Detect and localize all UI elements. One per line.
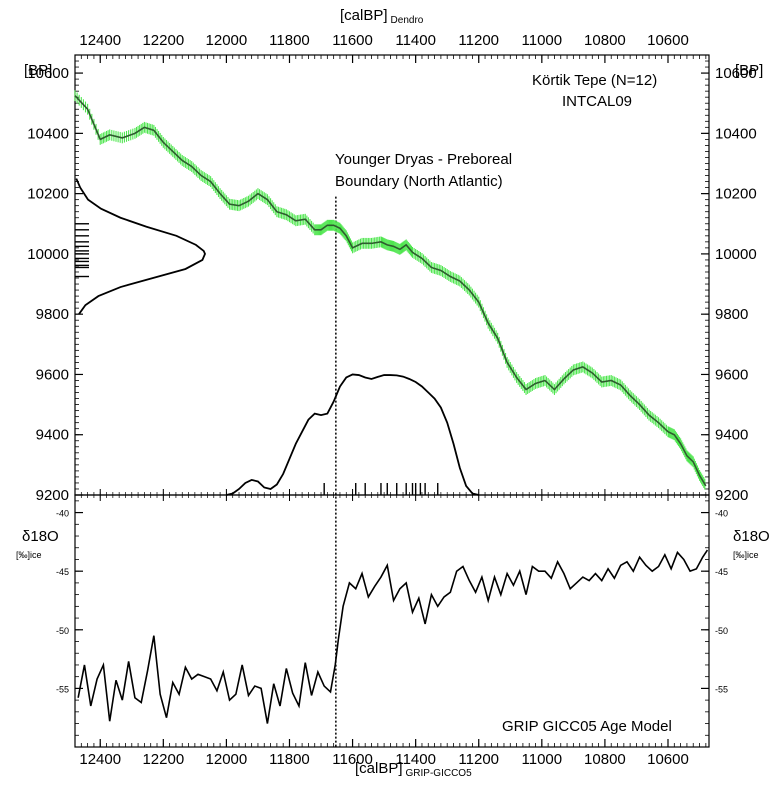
- y-tick-label-right: 10200: [715, 186, 757, 203]
- svg-text:δ18O: δ18O: [22, 528, 59, 545]
- y-tick-label-left: 10600: [27, 65, 69, 82]
- x-tick-label-top: 10800: [584, 32, 626, 49]
- top-axis-title: [calBP] Dendro: [340, 7, 424, 26]
- y-tick-label-lower-left: -50: [56, 626, 69, 636]
- calibrated-distribution-line: [226, 373, 479, 496]
- y-tick-label-left: 9200: [36, 487, 69, 504]
- lower-panel-frame: [74, 494, 710, 748]
- svg-text:[‰]ice: [‰]ice: [16, 550, 42, 560]
- upper-panel-frame: [74, 54, 710, 496]
- x-tick-label-top: 11800: [269, 32, 310, 49]
- y-tick-label-lower-right: -50: [715, 626, 728, 636]
- y-tick-label-left: 10400: [27, 125, 69, 142]
- y-tick-label-left: 9800: [36, 306, 69, 323]
- x-tick-label-top: 11000: [522, 32, 563, 49]
- svg-text:[‰]ice: [‰]ice: [733, 550, 759, 560]
- y-tick-label-right: 9800: [715, 306, 748, 323]
- left-axis-label: [BP]: [24, 62, 52, 79]
- curve-annotation: INTCAL09: [562, 93, 632, 110]
- right-isotope-label: δ18O [‰]ice: [733, 528, 770, 560]
- y-tick-label-right: 9600: [715, 366, 748, 383]
- svg-text:δ18O: δ18O: [733, 528, 770, 545]
- axis-tick-labels: 12400 12400 12200 12200 12000 12000 11800 11800…: [27, 32, 756, 768]
- y-tick-label-lower-left: -40: [56, 509, 69, 519]
- y-tick-label-right: 10400: [715, 125, 757, 142]
- left-isotope-label: δ18O [‰]ice: [16, 528, 59, 560]
- site-annotation: Körtik Tepe (N=12): [532, 72, 657, 89]
- x-tick-label-bottom: 11400: [395, 751, 436, 768]
- y-tick-label-left: 9400: [36, 427, 69, 444]
- x-tick-label-bottom: 11200: [458, 751, 499, 768]
- x-tick-label-bottom: 11800: [269, 751, 310, 768]
- x-tick-label-bottom: 12400: [79, 751, 121, 768]
- x-tick-label-bottom: 10600: [647, 751, 689, 768]
- y-tick-label-lower-left: -45: [56, 567, 69, 577]
- age-model-annotation: GRIP GICC05 Age Model: [502, 718, 672, 735]
- calibrated-date-marks: [323, 483, 439, 495]
- y-tick-label-right: 9200: [715, 487, 748, 504]
- y-tick-label-left: 10200: [27, 186, 69, 203]
- calibration-curve-line: [74, 95, 707, 487]
- y-tick-label-lower-right: -45: [715, 567, 728, 577]
- x-tick-label-top: 11400: [395, 32, 436, 49]
- y-tick-label-lower-right: -40: [715, 509, 728, 519]
- x-tick-label-top: 11600: [332, 32, 373, 49]
- radiocarbon-distribution-line: [75, 178, 206, 315]
- boundary-annotation-1: Younger Dryas - Preboreal: [335, 151, 512, 168]
- radiocarbon-date-marks: [75, 223, 89, 278]
- y-tick-label-left: 9600: [36, 366, 69, 383]
- boundary-annotation-2: Boundary (North Atlantic): [335, 173, 503, 190]
- x-tick-label-bottom: 12200: [142, 751, 184, 768]
- bottom-axis-title: [calBP] GRIP-GICCO5: [355, 760, 472, 779]
- x-tick-label-top: 11200: [458, 32, 499, 49]
- isotope-series-line: [77, 549, 709, 724]
- y-tick-label-lower-right: -55: [715, 684, 728, 694]
- x-tick-label-top: 12400: [79, 32, 121, 49]
- y-tick-label-right: 10600: [715, 65, 757, 82]
- y-tick-label-left: 10000: [27, 246, 69, 263]
- x-tick-label-bottom: 11000: [522, 751, 563, 768]
- x-tick-label-top: 12000: [206, 32, 248, 49]
- y-tick-label-right: 10000: [715, 246, 757, 263]
- x-tick-label-top: 12200: [142, 32, 184, 49]
- x-tick-label-bottom: 11600: [332, 751, 373, 768]
- y-tick-label-right: 9400: [715, 427, 748, 444]
- x-tick-label-bottom: 10800: [584, 751, 626, 768]
- right-axis-label: [BP]: [735, 62, 763, 79]
- x-tick-label-top: 10600: [647, 32, 689, 49]
- x-tick-label-bottom: 12000: [206, 751, 248, 768]
- y-tick-label-lower-left: -55: [56, 684, 69, 694]
